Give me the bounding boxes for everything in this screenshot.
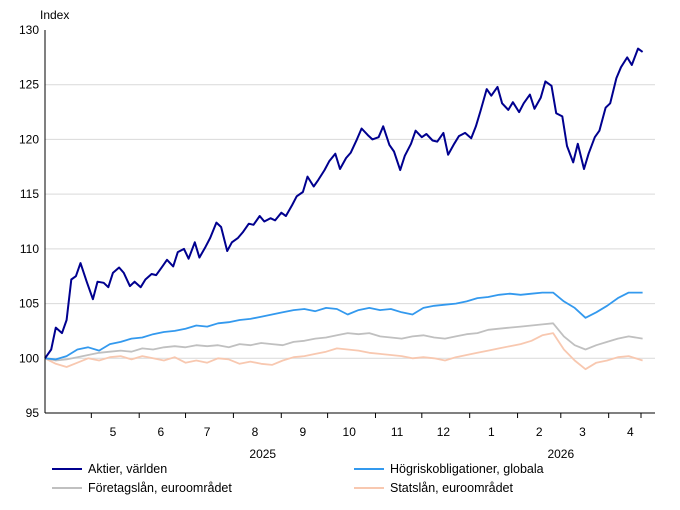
legend-label: Statslån, euroområdet xyxy=(390,481,513,495)
x-tick-label: 4 xyxy=(627,425,634,439)
legend-item-foretagslan: Företagslån, euroområdet xyxy=(52,480,232,496)
x-tick-label: 3 xyxy=(579,425,586,439)
x-tick-label: 6 xyxy=(157,425,164,439)
legend-swatch xyxy=(354,467,384,470)
legend-label: Företagslån, euroområdet xyxy=(88,481,232,495)
x-tick-label: 12 xyxy=(437,425,451,439)
series-line xyxy=(44,47,644,359)
legend-swatch xyxy=(52,467,82,470)
series-line xyxy=(44,291,643,361)
axes xyxy=(44,30,655,414)
y-tick-label: 125 xyxy=(19,78,39,92)
gridlines xyxy=(45,84,655,359)
legend-swatch xyxy=(52,486,82,489)
series-line xyxy=(44,322,643,362)
legend-label: Aktier, världen xyxy=(88,462,168,476)
legend-swatch xyxy=(354,486,384,489)
series-lines xyxy=(44,47,644,371)
y-axis-label: Index xyxy=(40,8,69,22)
x-tick-label: 7 xyxy=(204,425,211,439)
y-tick-label: 130 xyxy=(19,23,39,37)
x-tick-label: 1 xyxy=(488,425,495,439)
y-tick-label: 100 xyxy=(19,351,39,365)
legend-label: Högriskobligationer, globala xyxy=(390,462,544,476)
y-axis-ticks: 95 100 105 110 115 120 125 130 xyxy=(19,23,39,420)
y-tick-label: 105 xyxy=(19,297,39,311)
legend-item-hogrisk: Högriskobligationer, globala xyxy=(354,461,544,477)
y-tick-label: 95 xyxy=(26,406,40,420)
x-tick-label: 8 xyxy=(252,425,259,439)
x-tick-label: 11 xyxy=(391,425,404,439)
y-tick-label: 120 xyxy=(19,132,39,146)
y-tick-label: 110 xyxy=(20,242,39,256)
y-tick-label: 115 xyxy=(20,187,39,201)
x-year-label: 2026 xyxy=(547,447,574,461)
legend-item-aktier: Aktier, världen xyxy=(52,461,167,477)
x-tick-label: 2 xyxy=(536,425,543,439)
x-year-label: 2025 xyxy=(249,447,276,461)
x-tick-label: 9 xyxy=(300,425,307,439)
x-tick-label: 5 xyxy=(110,425,117,439)
x-tick-label: 10 xyxy=(343,425,357,439)
legend-item-statslan: Statslån, euroområdet xyxy=(354,480,513,496)
series-line xyxy=(44,332,643,371)
